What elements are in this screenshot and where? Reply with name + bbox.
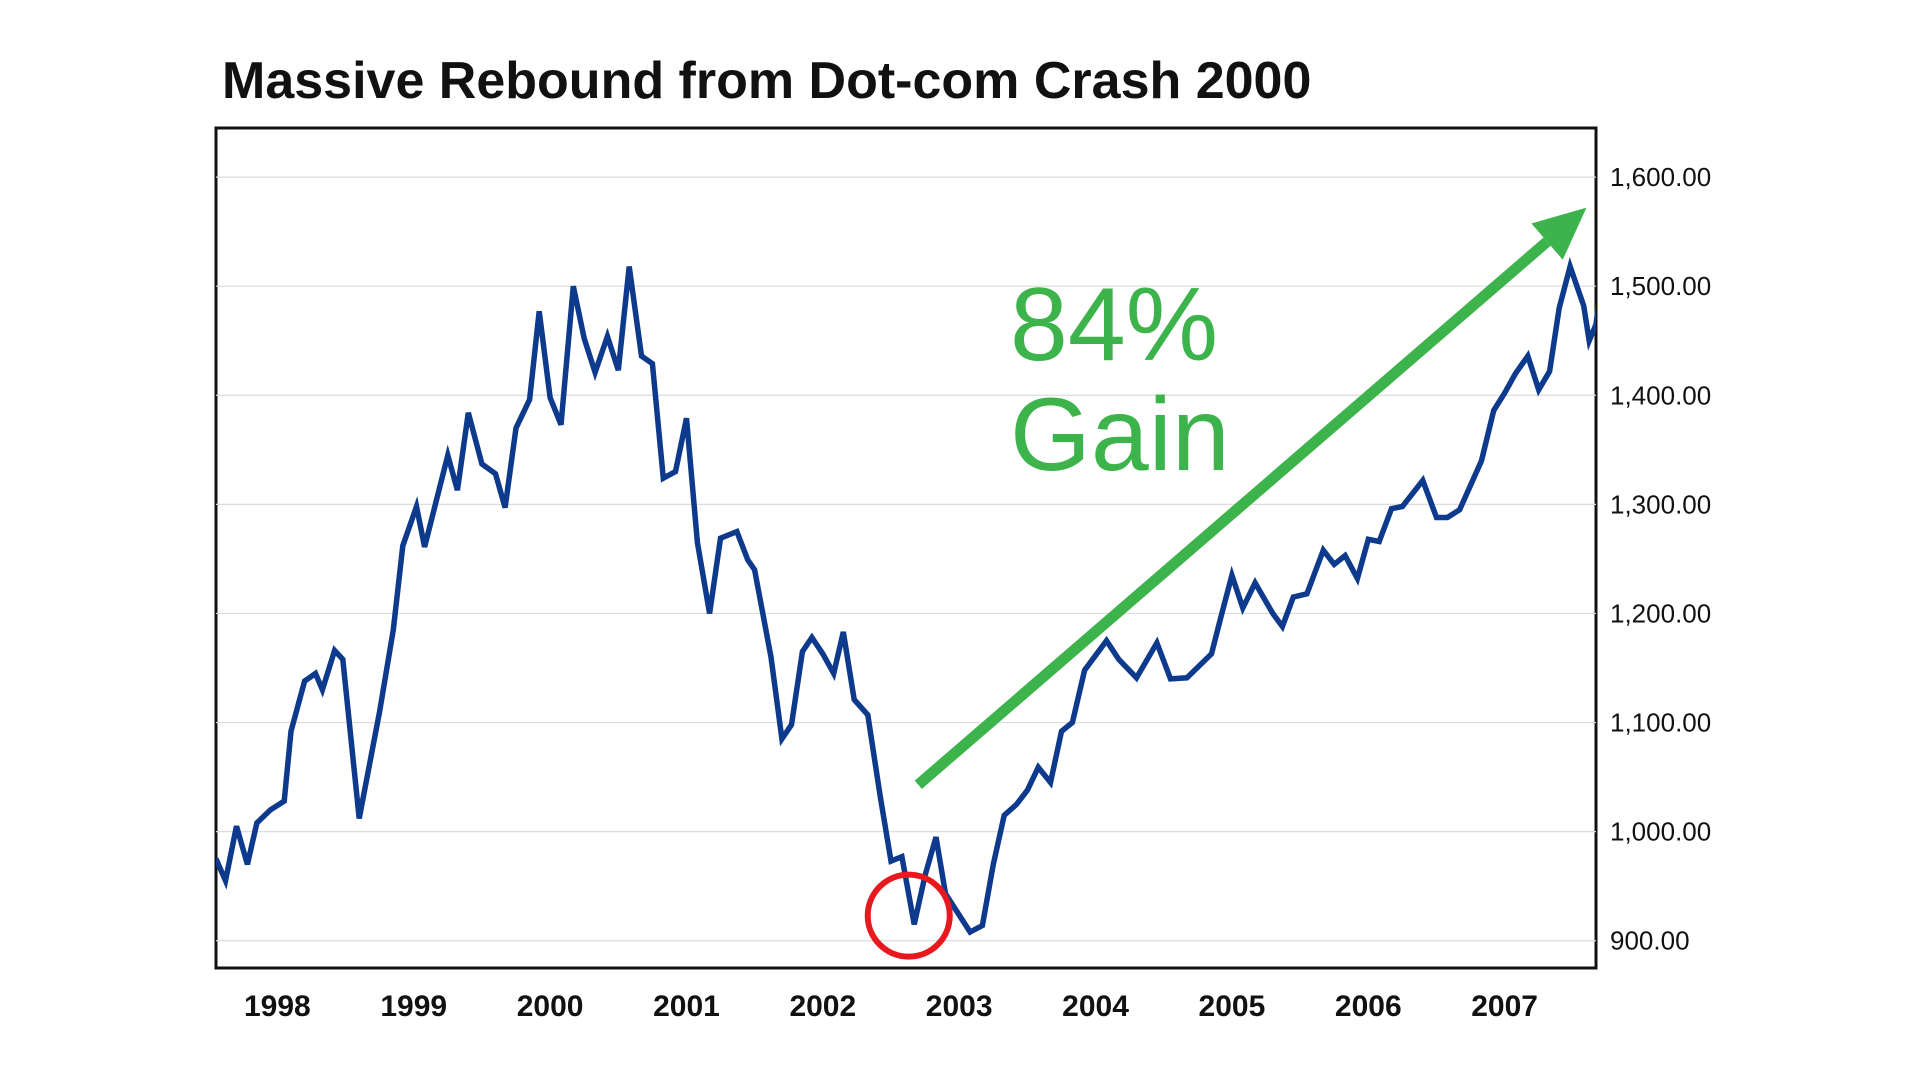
y-tick-label: 1,000.00: [1610, 817, 1711, 847]
y-tick-label: 1,100.00: [1610, 708, 1711, 738]
x-tick-label: 2001: [653, 990, 720, 1023]
y-axis-ticks: 900.00 1,000.00 1,100.00 1,200.00 1,300.00 1,…: [1610, 162, 1711, 956]
y-tick-label: 1,200.00: [1610, 598, 1711, 628]
price-series: [216, 257, 1596, 936]
x-tick-label: 2007: [1471, 990, 1538, 1023]
gain-word-label: Gain: [1010, 377, 1230, 493]
x-tick-label: 2004: [1062, 990, 1129, 1023]
chart-title: Massive Rebound from Dot-com Crash 2000: [222, 52, 1311, 110]
bottom-marker-circle: [864, 871, 953, 960]
trend-arrow-head: [1531, 207, 1587, 260]
y-tick-label: 900.00: [1610, 926, 1690, 956]
x-tick-label: 2000: [517, 990, 584, 1023]
y-tick-label: 1,500.00: [1610, 271, 1711, 301]
trend-arrow-shaft: [914, 237, 1551, 789]
x-tick-label: 1998: [244, 990, 311, 1023]
annotations: 84%Gain: [864, 207, 1587, 960]
horizontal-gridlines: [216, 176, 1596, 942]
y-tick-label: 1,600.00: [1610, 162, 1711, 192]
x-tick-label: 2005: [1199, 990, 1266, 1023]
series-line-0: [216, 257, 1596, 936]
x-tick-label: 2003: [926, 990, 993, 1023]
gain-percent-label: 84%: [1010, 267, 1218, 383]
x-tick-label: 2006: [1335, 990, 1402, 1023]
x-tick-label: 1999: [380, 990, 447, 1023]
y-tick-label: 1,300.00: [1610, 489, 1711, 519]
x-tick-label: 2002: [789, 990, 856, 1023]
plot-area-frame: [214, 126, 1598, 970]
x-axis-ticks: 1998 1999 2000 2001 2002 2003 2004 2005 2006 2007: [244, 990, 1538, 1023]
y-tick-label: 1,400.00: [1610, 380, 1711, 410]
